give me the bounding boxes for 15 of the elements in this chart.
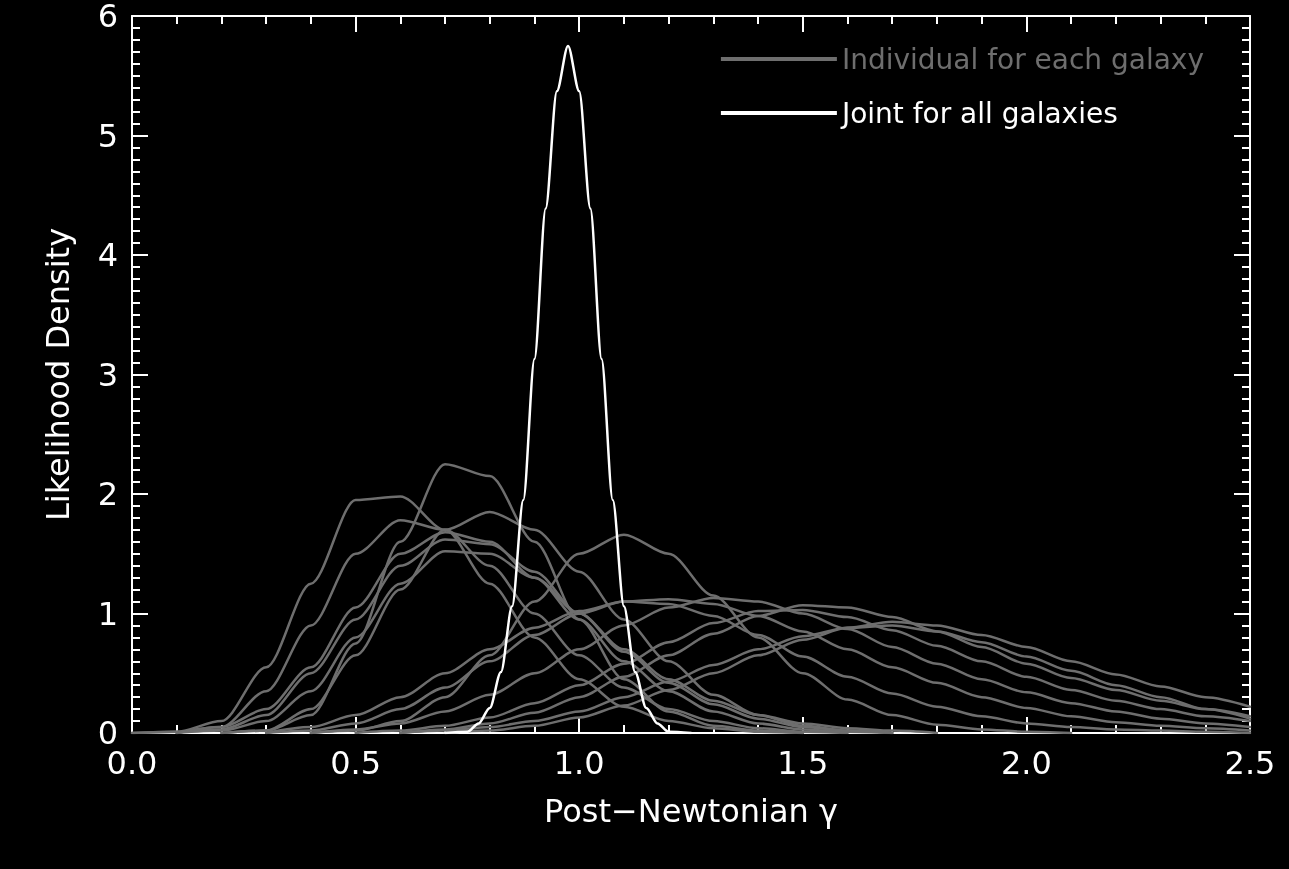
y-axis-title: Likelihood Density xyxy=(39,227,77,522)
y-tick-label: 1 xyxy=(97,594,118,633)
x-tick-label: 1.5 xyxy=(777,744,829,782)
y-tick-label: 6 xyxy=(97,0,118,35)
x-tick-label: 0.5 xyxy=(330,744,382,782)
y-tick-label: 5 xyxy=(97,116,118,155)
y-tick-label: 3 xyxy=(97,355,118,394)
legend-label: Individual for each galaxy xyxy=(841,42,1205,76)
legend-label: Joint for all galaxies xyxy=(839,96,1118,130)
x-tick-label: 1.0 xyxy=(553,744,605,782)
y-tick-label: 4 xyxy=(97,236,118,274)
y-tick-label: 2 xyxy=(97,475,118,513)
x-axis-title: Post−Newtonian γ xyxy=(544,792,838,830)
x-tick-label: 2.5 xyxy=(1224,744,1276,782)
x-tick-label: 2.0 xyxy=(1000,744,1052,782)
